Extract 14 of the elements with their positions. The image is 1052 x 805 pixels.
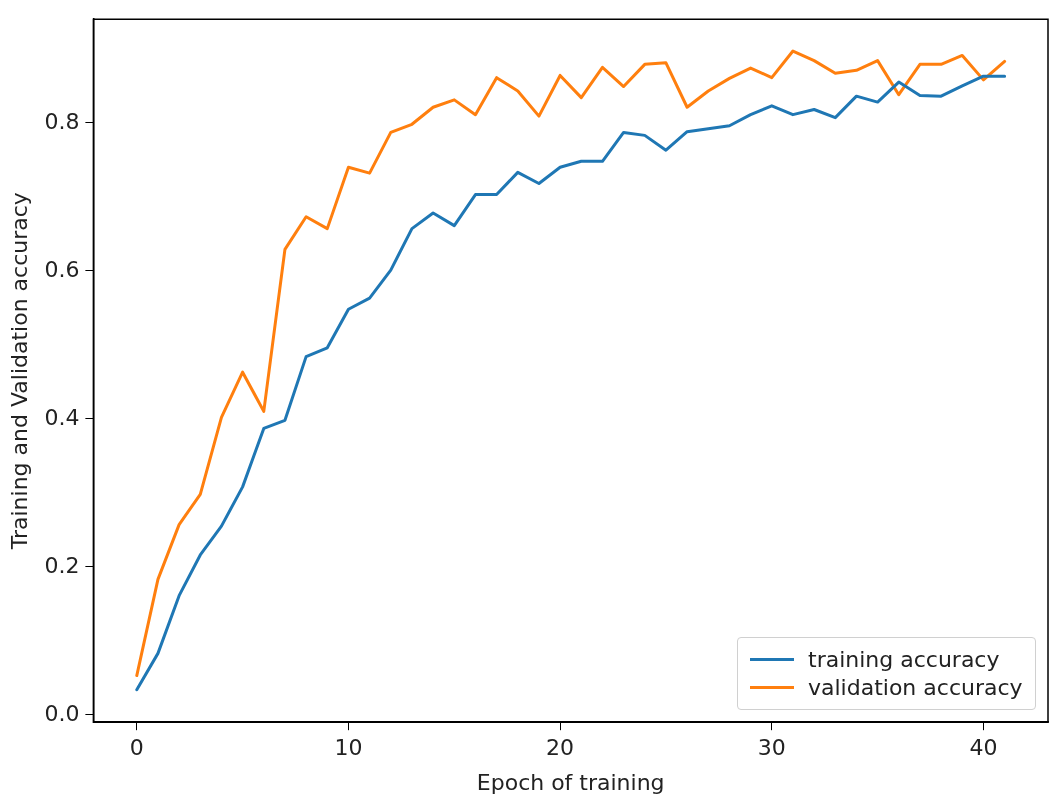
y-tick-label: 0.6 (44, 256, 80, 282)
y-tick-label: 0.2 (44, 552, 80, 578)
x-tick-label: 20 (546, 735, 575, 761)
legend-label: validation accuracy (808, 675, 1023, 701)
y-tick-label: 0.0 (44, 700, 80, 726)
x-tick-label: 10 (334, 735, 363, 761)
y-tick-label: 0.4 (44, 404, 80, 430)
y-tick-label: 0.8 (44, 108, 80, 134)
x-tick-label: 40 (969, 735, 998, 761)
legend-label: training accuracy (808, 647, 1000, 673)
x-axis-title: Epoch of training (476, 769, 665, 795)
y-axis-title: Training and Validation accuracy (6, 192, 32, 551)
x-tick-label: 0 (129, 735, 144, 761)
x-tick-label: 30 (757, 735, 786, 761)
